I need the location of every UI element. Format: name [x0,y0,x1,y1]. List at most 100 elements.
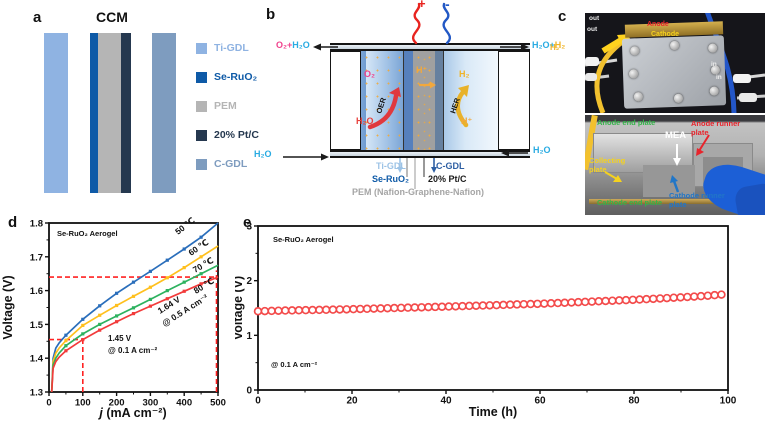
ptc-layer-bar [121,33,131,193]
data-point [614,296,624,305]
photo-annotation-arrows [604,134,710,193]
series-marker [98,328,102,332]
positive-wire [412,2,421,45]
data-point [601,296,610,306]
proton-reactant-label: H⁺ [461,116,473,126]
mea-arrowhead [673,158,681,166]
data-point [519,299,529,309]
o2-product-label: O₂ [364,69,375,79]
series-marker [182,289,186,293]
oer-arrowhead [389,87,401,97]
panel-b-label: b [266,6,276,23]
data-point [403,303,413,312]
series-marker [199,255,203,259]
svg-text:1.45 V: 1.45 V [108,334,132,343]
svg-text:20: 20 [346,396,358,407]
h2-outlet-photo-label: H₂ [550,43,560,52]
data-point [321,305,331,315]
cell-body [330,51,530,150]
mea-stack-block [643,165,695,197]
data-point [444,302,454,311]
data-point [478,301,488,310]
c-gdl-layer-bar [152,33,176,193]
data-point [553,298,563,308]
series-line [50,264,219,393]
data-point [417,303,426,312]
ti-gdl-leader-arrowhead [397,167,403,173]
data-point [294,306,304,315]
cell-assembly-photo: Anode end plate Anode runner plate MEA C… [585,115,765,215]
negative-terminal-label: - [445,0,450,12]
chart-title: Se-RuO₂ Aerogel [273,235,334,244]
data-point [649,294,658,304]
series-marker [165,276,169,280]
data-point [369,304,379,313]
o2-text: O₂ [276,40,287,50]
yellow-annotation-arrow [601,37,623,54]
anode-runner-plate-label: Anode runner plate [691,119,741,137]
positive-terminal-label: + [418,0,426,11]
data-point [492,300,501,310]
legend-label: PEM [214,100,237,112]
oer-label: OER [374,96,388,115]
svg-text:1.4: 1.4 [30,354,44,365]
cathode-end-plate-label: Cathode end plate [597,198,663,207]
data-point [451,302,460,311]
h2o-text: H₂O [292,40,310,50]
anode-runner-arrow [698,134,710,152]
data-point [465,301,474,311]
ccm-title: CCM [96,9,128,25]
svg-text:1.8: 1.8 [30,219,43,230]
in-port-label: in [716,74,722,81]
series-marker [115,291,119,295]
proton-arrowhead [430,81,436,89]
plus-text: + [287,40,293,50]
series-line [50,245,219,393]
svg-text:400: 400 [176,398,192,409]
bolt [633,92,643,102]
y-axis-label: Voltage (V) [1,275,15,339]
legend-swatch [196,129,207,141]
bolt [708,43,718,53]
pem-membrane [413,51,435,150]
series-line [50,276,219,393]
data-point [560,298,569,308]
proton-pem-label: H⁺ [416,65,428,75]
data-point [301,305,310,315]
h2o-text: H₂O [532,40,550,50]
series-marker [131,311,136,316]
series-marker [182,266,186,270]
collecting-plate-arrow [604,171,618,180]
legend-item-pem: PEM [196,100,259,112]
series-marker [148,269,152,273]
data-point [362,304,372,314]
anode-inlet-arrowhead [321,153,329,161]
data-point [287,306,297,315]
series-marker [64,339,68,343]
y-axis-label: Voltage (V) [235,276,245,340]
panel-d-label: d [8,214,18,231]
series-marker [182,280,186,284]
pem-layer-bar [98,33,121,193]
data-point [696,291,706,301]
series-marker [199,235,203,239]
collecting-plate-strip [589,199,761,204]
data-point [424,302,433,312]
panel-e-label: e [243,214,252,231]
plus-text: + [549,40,555,50]
svg-text:80: 80 [628,396,640,407]
svg-text:300: 300 [142,398,158,409]
anode-outlet-label: O₂+H₂O [276,40,310,51]
legend-swatch [196,42,207,54]
svg-text:60: 60 [534,396,546,407]
data-point [635,295,644,304]
ptc-catalyst-layer [435,51,444,150]
current-density-annotation: @ 0.1 A cm⁻² [271,360,318,369]
data-point [390,303,399,313]
series-marker [115,320,119,324]
svg-text:0: 0 [246,386,252,397]
data-point [580,297,590,307]
anode-inlet-label: H₂O [254,149,272,159]
svg-text:2: 2 [246,276,252,287]
series-marker [98,322,102,326]
